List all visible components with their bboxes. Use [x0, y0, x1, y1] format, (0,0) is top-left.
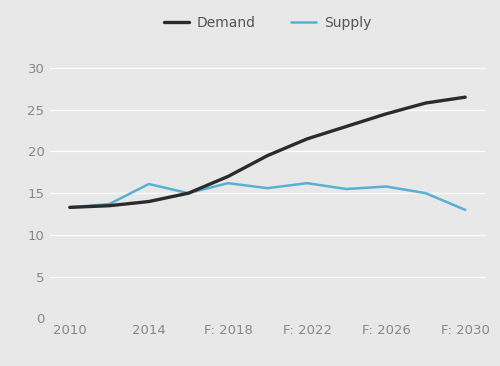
Demand [146, 199, 152, 204]
Supply [106, 202, 112, 206]
Demand [304, 137, 310, 141]
Supply [186, 191, 192, 195]
Legend: Demand, Supply: Demand, Supply [158, 10, 377, 35]
Supply [225, 181, 231, 185]
Demand [462, 95, 468, 99]
Demand [225, 174, 231, 179]
Demand [344, 124, 349, 128]
Demand [106, 203, 112, 208]
Demand [422, 101, 428, 105]
Supply [67, 205, 73, 210]
Supply [422, 191, 428, 195]
Supply [264, 186, 270, 190]
Supply [304, 181, 310, 185]
Line: Supply: Supply [70, 183, 465, 210]
Demand [67, 205, 73, 210]
Supply [344, 187, 349, 191]
Line: Demand: Demand [70, 97, 465, 208]
Supply [146, 182, 152, 186]
Demand [186, 191, 192, 195]
Supply [462, 208, 468, 212]
Demand [383, 112, 389, 116]
Demand [264, 153, 270, 158]
Supply [383, 184, 389, 189]
